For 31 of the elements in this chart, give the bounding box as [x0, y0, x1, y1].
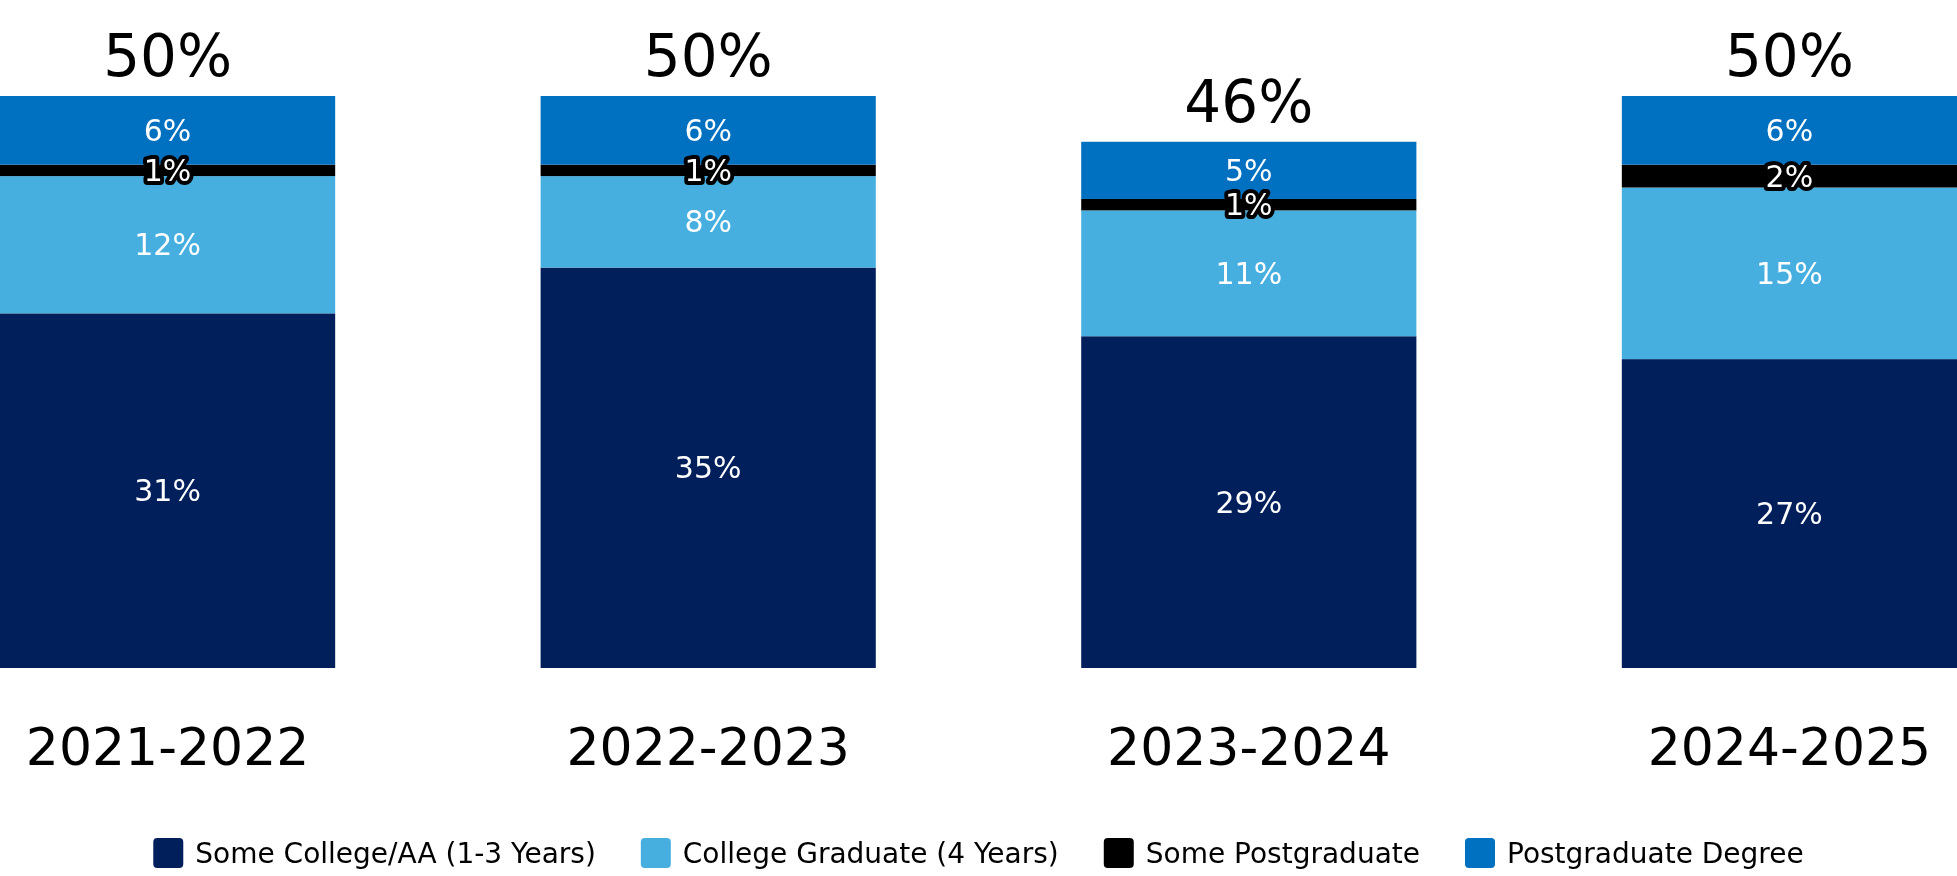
- data-label: 15%: [1756, 255, 1823, 291]
- x-tick-label: 2024-2025: [1647, 716, 1932, 777]
- data-label: 6%: [1765, 112, 1814, 148]
- bar: [1081, 336, 1417, 668]
- total-label: 46%: [1184, 67, 1314, 136]
- data-label: 6%: [684, 112, 732, 148]
- data-label: 6%: [143, 112, 192, 148]
- data-label: 27%: [1756, 496, 1823, 532]
- legend-label: Postgraduate Degree: [1506, 837, 1804, 870]
- legend-label: Some College/AA (1-3 Years): [195, 837, 596, 870]
- bar: [1621, 96, 1957, 165]
- data-label: 11%: [1215, 255, 1283, 291]
- x-tick-label: 2022-2023: [566, 716, 850, 777]
- data-label: 35%: [674, 450, 742, 486]
- bar: [1621, 359, 1957, 668]
- data-label: 31%: [134, 473, 201, 509]
- bar: [540, 267, 876, 668]
- legend-label: College Graduate (4 Years): [682, 837, 1059, 870]
- bar: [1621, 187, 1957, 360]
- data-label: 29%: [1215, 484, 1283, 520]
- data-label: 8%: [684, 204, 732, 240]
- data-label: 2%: [1765, 158, 1814, 194]
- data-label: 5%: [1225, 152, 1273, 188]
- x-tick-label: 2021-2022: [25, 716, 310, 777]
- data-label: 12%: [134, 227, 201, 263]
- x-tick-label: 2023-2024: [1107, 716, 1391, 777]
- bar: [0, 313, 336, 668]
- legend-label: Some Postgraduate: [1145, 837, 1420, 870]
- total-label: 50%: [1724, 22, 1854, 90]
- total-label: 50%: [103, 22, 233, 90]
- total-label: 50%: [643, 22, 773, 90]
